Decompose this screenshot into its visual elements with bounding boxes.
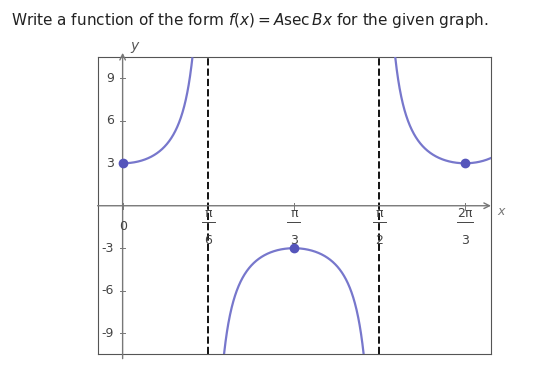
Text: 9: 9 (106, 72, 113, 85)
Text: 6: 6 (204, 234, 212, 247)
Text: 3: 3 (290, 234, 298, 247)
Text: π: π (376, 207, 383, 220)
Text: 6: 6 (106, 114, 113, 127)
Text: -3: -3 (101, 242, 113, 255)
Text: 2: 2 (376, 234, 383, 247)
Text: 3: 3 (106, 157, 113, 170)
Text: π: π (204, 207, 212, 220)
Text: -9: -9 (101, 327, 113, 339)
Text: -6: -6 (101, 284, 113, 297)
Text: Write a function of the form $f(x)=A\sec Bx$ for the given graph.: Write a function of the form $f(x)=A\sec… (11, 11, 488, 30)
Text: π: π (290, 207, 298, 220)
Text: y: y (131, 39, 139, 53)
Text: x: x (497, 205, 505, 218)
Text: 0: 0 (119, 220, 126, 233)
Text: 3: 3 (461, 234, 469, 247)
Text: 2π: 2π (457, 207, 473, 220)
